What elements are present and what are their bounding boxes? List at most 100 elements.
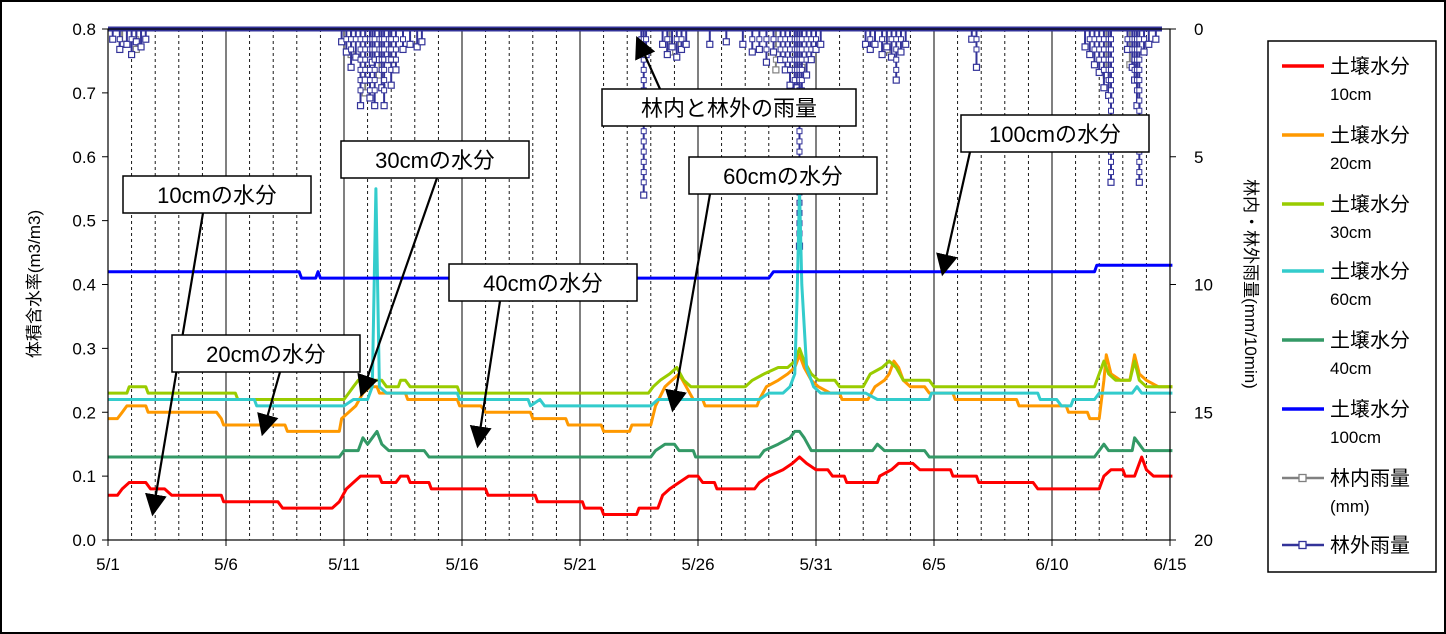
callout-label-20cm: 20cmの水分 xyxy=(206,342,326,367)
y-tick-label: 0.0 xyxy=(72,531,96,550)
rain-marker xyxy=(1152,35,1160,43)
rain-marker xyxy=(357,87,364,94)
rain-marker xyxy=(387,81,395,89)
callout-box xyxy=(448,263,638,302)
series-line xyxy=(108,263,1173,280)
callout-arrow xyxy=(635,35,662,90)
legend-marker xyxy=(1298,540,1307,550)
legend-label-sub: 60cm xyxy=(1330,290,1372,309)
rain-marker xyxy=(366,94,374,102)
y-tick-label: 0.7 xyxy=(72,84,96,103)
y-tick-label: 0.4 xyxy=(72,276,96,295)
rain-marker xyxy=(392,46,399,53)
rain-marker xyxy=(1140,48,1148,56)
legend-label-sub: 10cm xyxy=(1330,85,1372,104)
rain-marker xyxy=(813,36,819,43)
rain-marker xyxy=(1100,84,1108,92)
rain-marker xyxy=(371,102,379,110)
rain-marker xyxy=(770,36,777,43)
callout-label-30cm: 30cmの水分 xyxy=(375,148,495,173)
y2-tick-label: 15 xyxy=(1194,403,1213,422)
rain-marker xyxy=(878,50,886,59)
rain-marker xyxy=(972,63,981,71)
rain-marker xyxy=(1108,97,1114,104)
rain-marker xyxy=(348,46,355,53)
y-tick-label: 0.8 xyxy=(72,20,96,39)
rain-marker xyxy=(643,36,650,43)
rain-marker xyxy=(1136,66,1143,73)
rain-marker xyxy=(807,56,815,64)
y2-tick-label: 0 xyxy=(1194,20,1203,39)
rain-marker xyxy=(1090,61,1099,69)
rain-marker xyxy=(756,36,763,43)
rain-marker xyxy=(413,43,421,51)
y2-tick-label: 20 xyxy=(1194,531,1213,550)
rain-marker xyxy=(658,40,667,48)
rain-marker xyxy=(1108,158,1114,165)
rain-marker xyxy=(902,40,910,48)
x-tick-label: 6/15 xyxy=(1153,555,1186,574)
rain-marker xyxy=(796,138,803,145)
x-tick-label: 5/6 xyxy=(214,555,238,574)
callout-label-rain: 林内と林外の雨量 xyxy=(641,96,817,121)
rain-marker xyxy=(640,148,647,155)
legend-label: 土壌水分 xyxy=(1330,260,1410,283)
rain-marker xyxy=(1108,46,1114,53)
callout-arrow xyxy=(469,300,502,449)
rain-marker xyxy=(1136,97,1143,104)
rain-marker xyxy=(871,40,879,48)
rain-marker xyxy=(109,35,117,43)
callouts: 10cmの水分 20cmの水分 30cmの水分 40cmの水分 60cmの水分 100cm… xyxy=(122,35,1150,517)
rain-marker xyxy=(802,71,811,79)
rain-marker xyxy=(380,102,388,110)
rain-marker xyxy=(762,58,771,66)
rain-marker xyxy=(1108,56,1114,63)
rain-marker xyxy=(817,40,825,48)
y-tick-label: 0.1 xyxy=(72,467,96,486)
rain-marker xyxy=(371,87,378,94)
y2-axis-title: 林内・林外雨量(mm/10min) xyxy=(1241,179,1260,389)
legend-label-sub: (mm) xyxy=(1330,497,1370,516)
legend-label-sub: 100cm xyxy=(1330,428,1381,447)
x-tick-label: 5/16 xyxy=(445,555,478,574)
legend-label-sub: 20cm xyxy=(1330,154,1372,173)
rain-marker xyxy=(640,138,647,145)
y2-tick-label: 10 xyxy=(1194,276,1213,295)
rain-marker xyxy=(897,36,904,43)
rain-marker xyxy=(1108,169,1114,176)
rain-marker xyxy=(142,35,150,43)
rain-marker xyxy=(879,36,886,43)
rain-marker xyxy=(399,45,407,54)
rain-marker xyxy=(137,43,145,51)
legend-label: 林内雨量 xyxy=(1330,467,1410,490)
rain-marker xyxy=(1136,107,1143,114)
moisture-series xyxy=(108,187,1173,516)
legend-label: 林外雨量 xyxy=(1330,534,1410,557)
rain-marker xyxy=(772,66,780,74)
legend-label: 土壌水分 xyxy=(1330,124,1410,147)
rain-marker xyxy=(1108,107,1114,114)
rain-marker xyxy=(706,40,714,48)
x-tick-label: 5/11 xyxy=(328,555,360,574)
series-line xyxy=(108,187,1173,408)
x-tick-label: 5/26 xyxy=(681,555,714,574)
rain-marker xyxy=(668,43,676,51)
rain-marker xyxy=(1108,87,1114,94)
rain-marker xyxy=(893,66,900,73)
legend-label: 土壌水分 xyxy=(1330,55,1410,78)
rain-marker xyxy=(640,169,647,176)
rain-marker xyxy=(418,38,426,46)
legend-marker xyxy=(1298,473,1307,483)
callout-label-40cm: 40cmの水分 xyxy=(483,271,603,296)
legend-box xyxy=(1267,40,1437,573)
callout-box xyxy=(688,156,878,195)
legend-label-sub: 30cm xyxy=(1330,223,1372,242)
rain-marker xyxy=(640,77,647,84)
callout-arrow xyxy=(357,177,439,398)
rain-marker xyxy=(640,128,647,135)
x-tick-label: 6/5 xyxy=(922,555,946,574)
rain-marker xyxy=(1136,77,1143,84)
y-tick-label: 0.6 xyxy=(72,148,96,167)
rain-marker xyxy=(392,66,400,74)
